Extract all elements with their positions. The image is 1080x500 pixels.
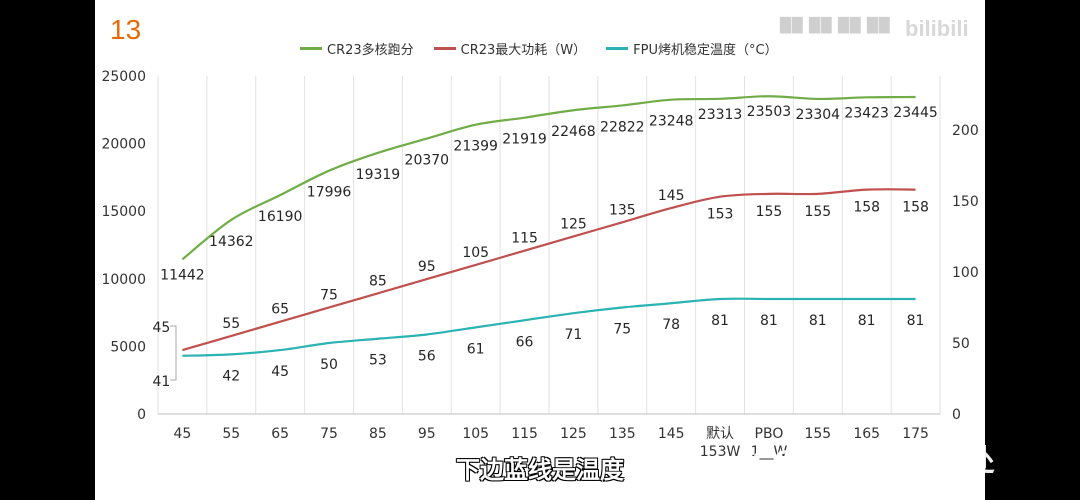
- x-tick-label: 1__W: [751, 444, 788, 460]
- x-tick-label: 105: [462, 426, 489, 442]
- x-tick-label: 65: [271, 426, 289, 442]
- x-tick-label: 125: [560, 426, 587, 442]
- data-label: 65: [271, 302, 289, 318]
- y-right-tick-label: 0: [952, 407, 961, 423]
- data-label: 75: [613, 321, 631, 337]
- data-label: 145: [658, 188, 685, 204]
- data-label: 19319: [356, 167, 401, 183]
- x-tick-label: 135: [609, 426, 636, 442]
- data-label: 53: [369, 353, 387, 369]
- x-tick-label: 75: [320, 426, 338, 442]
- x-tick-label: 115: [511, 426, 538, 442]
- label-bracket: [170, 325, 177, 381]
- data-label: 23423: [844, 105, 889, 121]
- data-label: 23304: [796, 107, 841, 123]
- top-watermark-text: ██ ██ ██ ██: [780, 18, 891, 34]
- data-label: 81: [711, 313, 729, 329]
- y-left-tick-label: 5000: [110, 339, 146, 355]
- x-tick-label: 85: [369, 426, 387, 442]
- data-label: 61: [467, 341, 485, 357]
- data-label: 155: [804, 204, 831, 220]
- data-label: 56: [418, 348, 436, 364]
- y-left-tick-label: 0: [137, 407, 146, 423]
- series-line: [181, 95, 916, 261]
- data-label: 22822: [600, 119, 645, 135]
- data-label: 42: [222, 368, 240, 384]
- data-label: 153: [707, 207, 734, 223]
- y-right-tick-label: 100: [952, 265, 979, 281]
- y-left-tick-label: 10000: [101, 272, 146, 288]
- data-label: 23313: [698, 107, 743, 123]
- legend-item: FPU烤机稳定温度（°C）: [606, 39, 778, 58]
- y-right-tick-label: 150: [952, 194, 979, 210]
- legend-swatch: [433, 46, 456, 50]
- data-label: 135: [609, 202, 636, 218]
- data-label: 85: [369, 273, 387, 289]
- data-label: 21399: [453, 139, 498, 155]
- data-label: 22468: [551, 124, 596, 140]
- data-label: 23503: [747, 104, 792, 120]
- y-right-tick-label: 200: [952, 123, 979, 139]
- x-tick-label: 155: [804, 426, 831, 442]
- data-label: 115: [511, 231, 538, 247]
- bottom-watermark-text: COLC @空无边处: [752, 445, 995, 478]
- legend-swatch: [300, 46, 322, 50]
- data-label: 14362: [209, 234, 254, 250]
- data-label: 155: [756, 204, 783, 220]
- data-label: 41: [153, 374, 171, 390]
- series-line: [182, 297, 916, 357]
- data-label: 71: [565, 327, 583, 343]
- data-label: 66: [516, 334, 534, 350]
- x-tick-label: 45: [174, 426, 192, 442]
- data-label: 75: [320, 287, 338, 303]
- legend-label: CR23最大功耗（W）: [460, 42, 587, 58]
- legend-item: CR23最大功耗（W）: [433, 39, 587, 58]
- x-tick-label: 175: [902, 426, 929, 442]
- bilibili-logo: bilibili: [905, 16, 969, 41]
- data-label: 55: [222, 316, 240, 332]
- legend-item: CR23多核跑分: [300, 39, 414, 58]
- y-left-tick-label: 20000: [101, 137, 146, 153]
- data-label: 23248: [649, 114, 694, 130]
- data-label: 105: [462, 245, 489, 261]
- legend-label: FPU烤机稳定温度（°C）: [633, 42, 778, 58]
- x-tick-label: 145: [658, 426, 685, 442]
- x-tick-label: PBO: [755, 426, 784, 442]
- series-line: [182, 188, 916, 352]
- data-label: 45: [153, 320, 171, 336]
- y-left-tick-label: 25000: [101, 69, 146, 85]
- x-tick-label: 55: [222, 426, 240, 442]
- legend-swatch: [606, 46, 629, 50]
- data-label: 95: [418, 259, 436, 275]
- data-label: 11442: [160, 267, 205, 283]
- x-tick-label: 153W: [700, 444, 741, 460]
- chart-panel: [95, 0, 985, 500]
- data-label: 81: [760, 313, 778, 329]
- data-label: 78: [662, 317, 680, 333]
- data-label: 158: [853, 200, 880, 216]
- x-tick-label: 95: [418, 426, 436, 442]
- data-label: 50: [320, 357, 338, 373]
- x-tick-label: 165: [853, 426, 880, 442]
- chart-legend: CR23多核跑分 CR23最大功耗（W） FPU烤机稳定温度（°C）: [300, 38, 798, 58]
- x-tick-label: 默认: [706, 426, 734, 442]
- data-label: 17996: [307, 185, 352, 201]
- data-label: 158: [902, 200, 929, 216]
- data-label: 23445: [893, 105, 938, 121]
- data-label: 16190: [258, 209, 303, 225]
- legend-label: CR23多核跑分: [327, 42, 414, 58]
- data-label: 81: [809, 313, 827, 329]
- slide-number: 13: [110, 14, 142, 45]
- data-label: 81: [907, 313, 925, 329]
- data-label: 125: [560, 216, 587, 232]
- y-right-tick-label: 50: [952, 336, 970, 352]
- y-left-tick-label: 15000: [101, 204, 146, 220]
- data-label: 21919: [502, 132, 547, 148]
- data-label: 20370: [405, 153, 450, 169]
- data-label: 45: [271, 364, 289, 380]
- data-label: 81: [858, 313, 876, 329]
